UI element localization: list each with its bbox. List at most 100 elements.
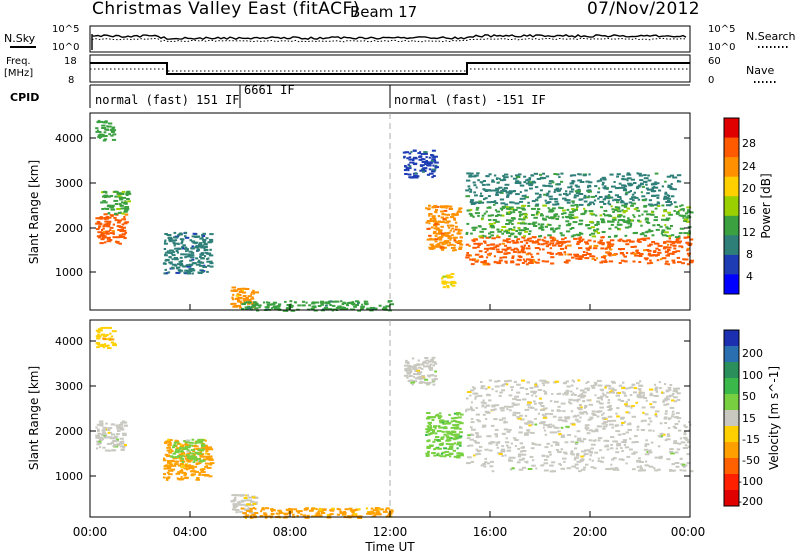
heatmap-cell	[597, 379, 602, 382]
heatmap-cell	[495, 435, 498, 438]
heatmap-cell	[536, 196, 540, 199]
heatmap-cell	[443, 213, 447, 216]
heatmap-cell	[654, 387, 658, 390]
heatmap-cell	[517, 417, 522, 420]
heatmap-cell	[165, 251, 170, 254]
heatmap-cell	[177, 464, 182, 467]
heatmap-cell	[207, 455, 211, 458]
heatmap-cell	[512, 437, 517, 440]
heatmap-cell	[426, 445, 431, 448]
heatmap-cell	[445, 430, 451, 433]
heatmap-cell	[650, 261, 653, 264]
heatmap-cell	[565, 417, 570, 420]
heatmap-cell	[586, 248, 591, 251]
heatmap-cell	[636, 425, 640, 428]
heatmap-cell	[560, 467, 565, 470]
heatmap-cell	[520, 245, 523, 248]
heatmap-cell	[653, 185, 656, 188]
heatmap-cell	[170, 455, 174, 458]
heatmap-cell	[535, 467, 538, 470]
heatmap-cell	[529, 222, 532, 225]
heatmap-cell	[576, 257, 580, 260]
heatmap-cell	[99, 242, 104, 245]
heatmap-cell	[591, 412, 596, 415]
heatmap-cell	[636, 209, 641, 212]
heatmap-cell	[237, 304, 241, 307]
heatmap-cell	[96, 440, 99, 443]
heatmap-cell	[121, 201, 124, 204]
heatmap-cell	[590, 195, 596, 198]
heatmap-cell	[511, 228, 516, 231]
heatmap-cell	[501, 432, 506, 435]
heatmap-cell	[424, 378, 429, 381]
heatmap-cell	[334, 300, 340, 303]
heatmap-cell	[426, 220, 431, 222]
heatmap-cell	[624, 446, 630, 449]
heatmap-cell	[495, 194, 499, 196]
heatmap-cell	[683, 218, 689, 221]
heatmap-cell	[240, 297, 243, 300]
power-panel-frame	[89, 112, 691, 311]
heatmap-cell	[503, 230, 509, 233]
heatmap-cell	[683, 431, 687, 434]
heatmap-cell	[640, 253, 644, 256]
heatmap-cell	[252, 301, 258, 304]
heatmap-cell	[543, 236, 547, 239]
heatmap-cell	[569, 217, 573, 220]
heatmap-cell	[505, 240, 509, 243]
heatmap-cell	[623, 205, 628, 208]
heatmap-cell	[102, 432, 107, 435]
colorbar-swatch	[724, 176, 739, 197]
heatmap-cell	[101, 229, 104, 231]
heatmap-cell	[346, 303, 349, 306]
heatmap-cell	[167, 236, 172, 239]
heatmap-cell	[613, 198, 618, 201]
heatmap-cell	[98, 420, 104, 423]
heatmap-cell	[481, 404, 485, 407]
heatmap-cell	[97, 136, 100, 139]
heatmap-cell	[510, 175, 513, 178]
heatmap-cell	[524, 228, 529, 231]
heatmap-cell	[574, 208, 578, 211]
heatmap-cell	[576, 398, 581, 401]
heatmap-cell	[552, 415, 557, 418]
heatmap-cell	[480, 401, 485, 404]
heatmap-cell	[308, 304, 311, 307]
heatmap-cell	[671, 187, 674, 190]
heatmap-cell	[110, 208, 116, 211]
heatmap-cell	[500, 189, 504, 192]
heatmap-cell	[99, 234, 104, 237]
heatmap-cell	[557, 430, 561, 433]
heatmap-cell	[184, 455, 188, 458]
heatmap-cell	[437, 415, 442, 418]
heatmap-cell	[625, 191, 629, 194]
heatmap-cell	[233, 290, 238, 292]
heatmap-cell	[675, 412, 680, 415]
heatmap-cell	[586, 389, 590, 392]
heatmap-cell	[469, 407, 474, 410]
heatmap-cell	[449, 224, 453, 227]
heatmap-cell	[535, 212, 539, 215]
heatmap-cell	[425, 434, 428, 436]
heatmap-cell	[594, 224, 598, 226]
heatmap-cell	[103, 131, 107, 134]
heatmap-cell	[426, 440, 430, 443]
xtick-1600: 16:00	[473, 525, 508, 539]
heatmap-cell	[603, 394, 607, 397]
heatmap-cell	[385, 507, 390, 510]
heatmap-cell	[493, 246, 497, 249]
heatmap-cell	[477, 394, 483, 397]
heatmap-cell	[342, 511, 347, 514]
heatmap-cell	[102, 426, 108, 429]
heatmap-cell	[104, 436, 109, 439]
heatmap-cell	[621, 441, 626, 443]
heatmap-cell	[505, 261, 508, 264]
heatmap-cell	[486, 256, 489, 259]
heatmap-cell	[593, 244, 599, 247]
heatmap-cell	[405, 167, 410, 170]
heatmap-cell	[604, 185, 607, 188]
heatmap-cell	[525, 388, 528, 391]
heatmap-cell	[623, 188, 627, 191]
heatmap-cell	[578, 193, 584, 195]
heatmap-cell	[621, 391, 625, 394]
